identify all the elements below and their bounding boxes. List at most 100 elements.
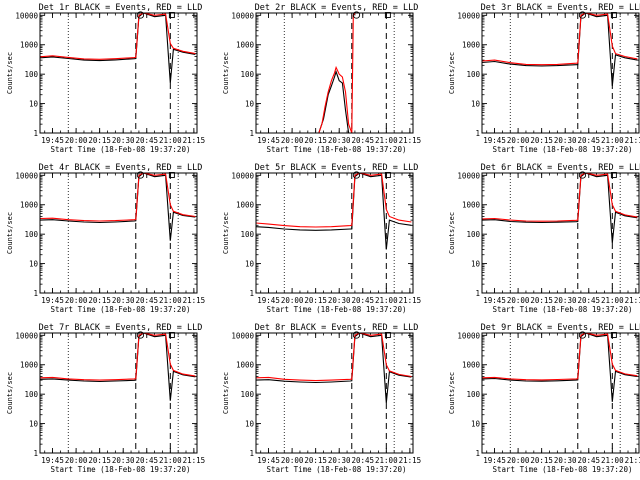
circle-marker <box>578 171 587 179</box>
y-tick-label: 10 <box>471 260 481 269</box>
y-tick-label: 10 <box>29 260 39 269</box>
panel-title: Det 5r BLACK = Events, RED = LLD <box>255 163 419 173</box>
x-tick-label: 19:45 <box>41 136 64 145</box>
y-tick-label: 1 <box>249 449 254 458</box>
y-tick-label: 10000 <box>457 11 480 20</box>
x-tick-label: 20:30 <box>554 296 577 305</box>
y-axis-label: Counts/sec <box>448 212 456 254</box>
x-tick-label: 19:45 <box>483 456 506 465</box>
lld-series-line <box>40 333 196 381</box>
y-tick-label: 1000 <box>236 201 255 210</box>
lld-series-line <box>40 13 196 60</box>
plot-frame <box>39 332 198 454</box>
panel-title: Det 7r BLACK = Events, RED = LLD <box>39 323 203 333</box>
x-tick-label: 21:00 <box>159 456 182 465</box>
x-tick-label: 20:00 <box>507 136 530 145</box>
x-tick-label: 19:45 <box>483 136 506 145</box>
x-tick-label: 20:00 <box>507 296 530 305</box>
panel-title: Det 9r BLACK = Events, RED = LLD <box>481 323 640 333</box>
x-axis-label: Start Time (18-Feb-08 19:37:20) <box>51 305 191 314</box>
x-tick-label: 20:45 <box>135 296 158 305</box>
y-tick-label: 10000 <box>231 171 254 180</box>
plot-frame <box>255 172 414 294</box>
y-axis-label: Counts/sec <box>448 52 456 94</box>
events-series-line <box>256 173 412 250</box>
x-tick-label: 20:45 <box>351 136 374 145</box>
y-tick-label: 1000 <box>236 361 255 370</box>
plot-frame <box>255 12 414 134</box>
y-tick-label: 1 <box>249 289 254 298</box>
x-tick-label: 21:15 <box>399 296 422 305</box>
events-series-line <box>40 173 196 241</box>
y-axis-label: Counts/sec <box>6 212 14 254</box>
y-tick-label: 1000 <box>462 361 481 370</box>
lld-series-line <box>40 173 196 222</box>
y-tick-label: 10000 <box>15 11 38 20</box>
y-tick-label: 1000 <box>20 361 39 370</box>
x-tick-label: 21:15 <box>625 456 640 465</box>
events-series-line <box>318 70 355 133</box>
x-tick-label: 20:15 <box>530 296 553 305</box>
x-tick-label: 20:30 <box>554 136 577 145</box>
x-tick-label: 21:15 <box>399 136 422 145</box>
panel-title: Det 6r BLACK = Events, RED = LLD <box>481 163 640 173</box>
y-tick-label: 1 <box>33 129 38 138</box>
x-tick-label: 20:00 <box>65 136 88 145</box>
detector-panel-1: Det 1r BLACK = Events, RED = LLD 1 10 100 10… <box>6 3 205 154</box>
x-axis-label: Start Time (18-Feb-08 19:37:20) <box>493 305 633 314</box>
circle-marker <box>352 11 361 19</box>
circle-marker <box>136 171 145 179</box>
circle-marker <box>136 11 145 19</box>
plot-frame <box>481 172 640 294</box>
y-tick-label: 1 <box>33 289 38 298</box>
plot-frame <box>481 12 640 134</box>
detector-panel-9: Det 9r BLACK = Events, RED = LLD 1 10 100 10… <box>448 323 640 474</box>
panel-title: Det 2r BLACK = Events, RED = LLD <box>255 3 419 13</box>
detector-panel-3: Det 3r BLACK = Events, RED = LLD 1 10 100 10… <box>448 3 640 154</box>
x-tick-label: 21:00 <box>375 296 398 305</box>
x-tick-label: 20:45 <box>135 136 158 145</box>
x-tick-label: 20:15 <box>88 136 111 145</box>
x-tick-label: 20:15 <box>88 296 111 305</box>
circle-marker <box>578 331 587 339</box>
y-tick-label: 10 <box>29 100 39 109</box>
x-tick-label: 19:45 <box>257 296 280 305</box>
y-tick-label: 1000 <box>20 201 39 210</box>
y-axis-label: Counts/sec <box>6 52 14 94</box>
x-tick-label: 20:15 <box>304 456 327 465</box>
lld-series-line <box>482 13 638 66</box>
x-tick-label: 20:30 <box>112 136 135 145</box>
y-tick-label: 100 <box>466 70 480 79</box>
detector-panel-7: Det 7r BLACK = Events, RED = LLD 1 10 100 10… <box>6 323 205 474</box>
plot-frame <box>481 332 640 454</box>
x-tick-label: 20:45 <box>351 456 374 465</box>
detector-panel-8: Det 8r BLACK = Events, RED = LLD 1 10 100 10… <box>222 323 421 474</box>
x-tick-label: 20:45 <box>577 456 600 465</box>
x-tick-label: 19:45 <box>483 296 506 305</box>
x-tick-label: 21:15 <box>183 136 206 145</box>
x-tick-label: 20:30 <box>112 296 135 305</box>
x-tick-label: 20:30 <box>328 136 351 145</box>
x-tick-label: 19:45 <box>257 136 280 145</box>
x-tick-label: 20:45 <box>577 296 600 305</box>
y-tick-label: 1000 <box>462 41 481 50</box>
lld-series-line <box>318 13 356 133</box>
y-tick-label: 1 <box>475 449 480 458</box>
x-tick-label: 19:45 <box>41 456 64 465</box>
y-tick-label: 1 <box>249 129 254 138</box>
lld-series-line <box>482 333 638 381</box>
x-tick-label: 21:15 <box>625 136 640 145</box>
y-tick-label: 10 <box>471 420 481 429</box>
x-tick-label: 20:45 <box>577 136 600 145</box>
x-axis-label: Start Time (18-Feb-08 19:37:20) <box>267 305 407 314</box>
x-tick-label: 21:15 <box>625 296 640 305</box>
lld-series-line <box>482 173 638 222</box>
x-tick-label: 20:30 <box>112 456 135 465</box>
y-tick-label: 100 <box>466 230 480 239</box>
y-axis-label: Counts/sec <box>448 372 456 414</box>
y-tick-label: 1 <box>475 289 480 298</box>
y-tick-label: 100 <box>24 70 38 79</box>
circle-marker <box>578 11 587 19</box>
plot-frame <box>255 332 414 454</box>
